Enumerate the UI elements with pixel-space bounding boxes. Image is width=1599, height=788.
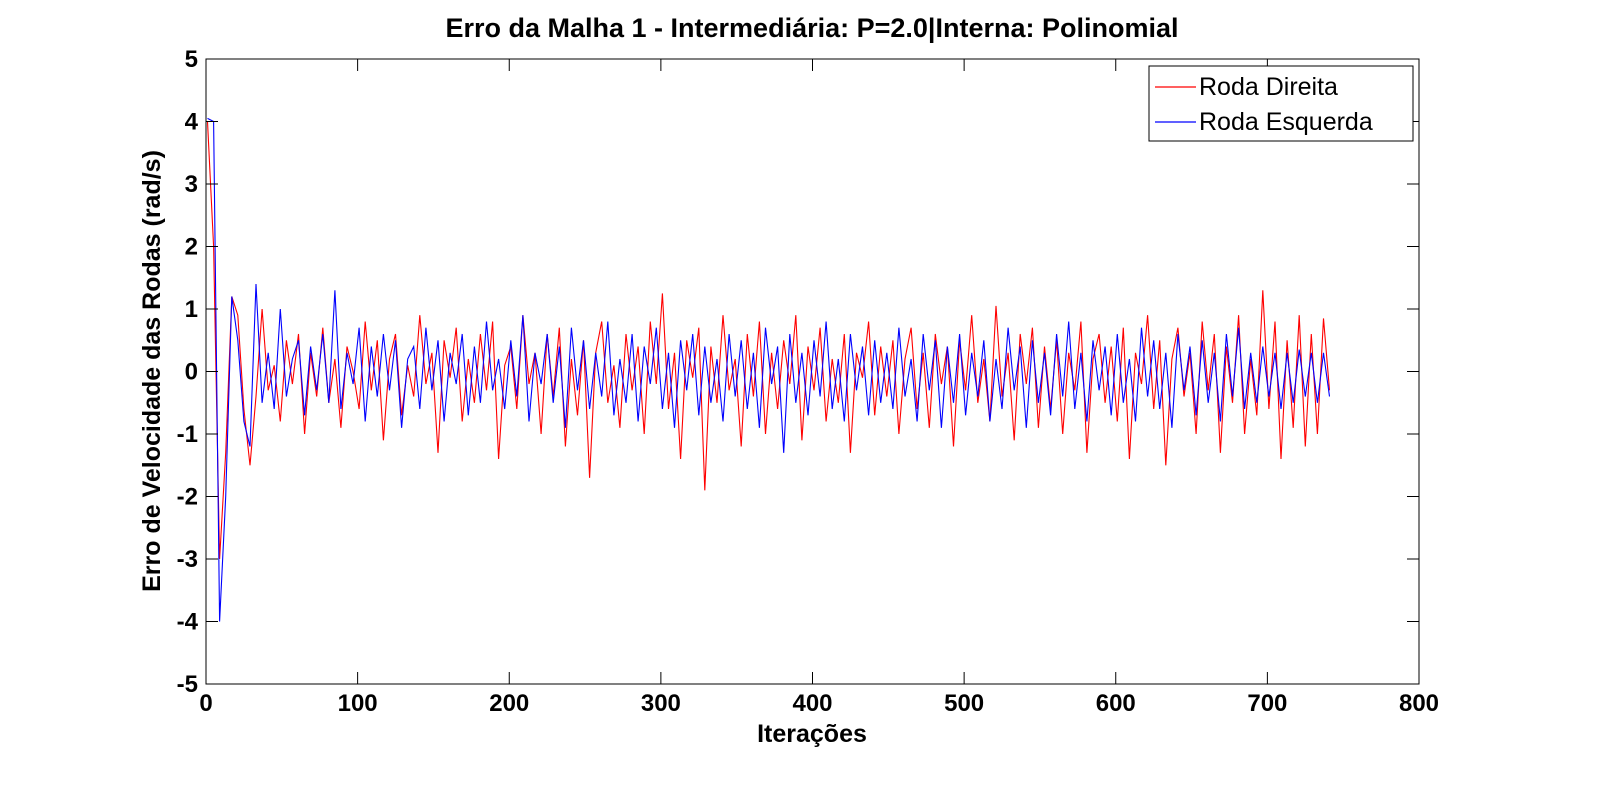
x-tick-label: 800: [1399, 690, 1439, 717]
x-tick-label: 600: [1096, 690, 1136, 717]
y-tick-label: 2: [185, 234, 198, 261]
x-tick-label: 100: [338, 690, 378, 717]
series-line-roda-esquerda: [207, 117, 1331, 622]
y-tick-label: 4: [185, 109, 199, 136]
plot-area: [206, 59, 1419, 684]
legend-label-roda-direita: Roda Direita: [1199, 73, 1338, 101]
y-tick-label: -4: [177, 609, 199, 636]
x-tick-label: 700: [1247, 690, 1287, 717]
ticks-layer: 0 100 200 300 400 500 600 700 800 -5 -4 -3 -2 -1 0 1 2 3 4…: [177, 46, 1439, 717]
x-tick-label: 0: [199, 690, 212, 717]
x-tick-label: 500: [944, 690, 984, 717]
y-tick-label: -1: [177, 421, 198, 448]
y-tick-label: 0: [185, 359, 198, 386]
legend-box: [1148, 65, 1414, 142]
y-axis-label: Erro de Velocidade das Rodas (rad/s): [138, 150, 166, 592]
chart-title: Erro da Malha 1 - Intermediária: P=2.0|I…: [445, 13, 1178, 43]
y-tick-label: -3: [177, 546, 198, 573]
y-tick-label: 1: [185, 296, 198, 323]
y-tick-label: 5: [185, 46, 198, 73]
series-layer: [206, 117, 1331, 622]
y-tick-label: 3: [185, 171, 198, 198]
legend: Roda Direita Roda Esquerda: [1148, 65, 1414, 142]
x-axis-label: Iterações: [757, 720, 867, 748]
series-line-roda-direita: [206, 121, 1331, 560]
x-tick-label: 300: [641, 690, 681, 717]
y-tick-label: -2: [177, 484, 198, 511]
y-tick-label: -5: [177, 671, 198, 698]
legend-label-roda-esquerda: Roda Esquerda: [1199, 108, 1373, 136]
x-tick-label: 200: [489, 690, 529, 717]
x-tick-label: 400: [792, 690, 832, 717]
